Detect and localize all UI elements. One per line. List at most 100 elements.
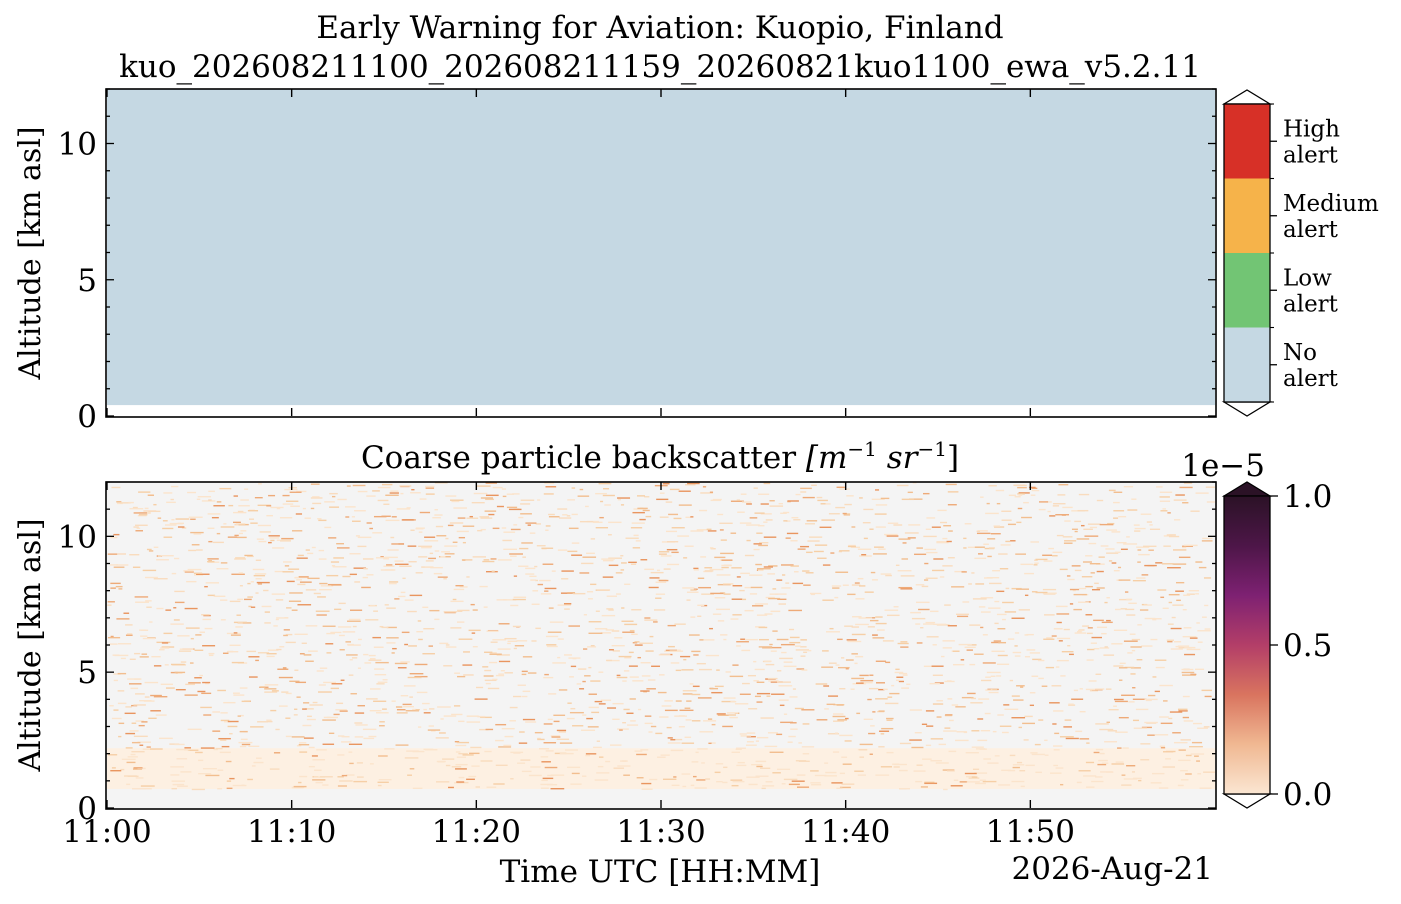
backscatter-cell xyxy=(871,579,878,581)
colorbar-extend-bottom xyxy=(1221,793,1273,809)
backscatter-cell xyxy=(1173,741,1188,744)
backscatter-cell xyxy=(442,758,455,760)
backscatter-cell xyxy=(483,606,488,608)
backscatter-cell xyxy=(894,763,907,766)
backscatter-cell xyxy=(294,669,299,671)
backscatter-cell xyxy=(329,506,340,508)
backscatter-cell xyxy=(936,541,949,544)
backscatter-cell xyxy=(1191,741,1203,744)
backscatter-cell xyxy=(714,597,726,599)
backscatter-cell xyxy=(518,565,529,567)
backscatter-cell xyxy=(567,499,576,501)
backscatter-cell xyxy=(806,520,818,522)
backscatter-cell xyxy=(260,686,266,688)
backscatter-cell xyxy=(258,540,267,543)
backscatter-cell xyxy=(968,583,972,585)
backscatter-cell xyxy=(445,646,457,648)
backscatter-cell xyxy=(311,546,316,549)
backscatter-cell xyxy=(377,784,382,787)
backscatter-cell xyxy=(410,492,421,494)
backscatter-cell xyxy=(1177,784,1184,787)
backscatter-cell xyxy=(1052,505,1060,507)
backscatter-cell xyxy=(1037,659,1045,662)
backscatter-cell xyxy=(926,517,936,519)
backscatter-cell xyxy=(1011,695,1020,697)
backscatter-cell xyxy=(291,786,305,789)
backscatter-cell xyxy=(502,495,507,498)
backscatter-cell xyxy=(847,545,856,548)
backscatter-cell xyxy=(165,687,175,689)
backscatter-cell xyxy=(697,697,712,699)
backscatter-cell xyxy=(999,725,1012,727)
backscatter-cell xyxy=(772,588,777,590)
backscatter-cell xyxy=(569,676,574,678)
backscatter-cell xyxy=(846,639,857,641)
backscatter-cell xyxy=(1197,641,1203,643)
backscatter-cell xyxy=(1206,501,1215,503)
backscatter-cell xyxy=(571,487,576,489)
backscatter-cell xyxy=(1061,650,1074,653)
backscatter-cell xyxy=(354,581,361,583)
backscatter-cell xyxy=(664,700,673,702)
backscatter-cell xyxy=(781,651,787,654)
backscatter-cell xyxy=(522,690,531,693)
backscatter-cell xyxy=(456,741,470,744)
backscatter-cell xyxy=(369,527,374,530)
backscatter-cell xyxy=(777,681,791,683)
backscatter-cell xyxy=(270,506,284,509)
backscatter-cell xyxy=(391,700,396,702)
backscatter-cell xyxy=(153,665,162,667)
backscatter-cell xyxy=(1111,763,1125,765)
backscatter-cell xyxy=(898,672,908,675)
backscatter-cell xyxy=(113,673,121,675)
backscatter-cell xyxy=(1016,521,1022,524)
backscatter-cell xyxy=(492,527,500,530)
backscatter-cell xyxy=(118,588,123,590)
backscatter-cell xyxy=(929,682,940,685)
backscatter-cell xyxy=(1096,499,1104,502)
backscatter-cell xyxy=(795,760,807,762)
backscatter-cell xyxy=(636,777,644,779)
backscatter-cell xyxy=(118,643,132,645)
x-tick-label: 11:50 xyxy=(986,814,1075,850)
backscatter-cell xyxy=(369,657,376,660)
backscatter-cell xyxy=(719,522,733,524)
backscatter-cell xyxy=(1022,722,1035,725)
backscatter-cell xyxy=(568,625,580,627)
backscatter-cell xyxy=(677,535,690,537)
backscatter-cell xyxy=(898,680,904,683)
backscatter-cell xyxy=(685,484,696,486)
backscatter-cell xyxy=(1131,649,1136,652)
backscatter-cell xyxy=(1169,711,1183,713)
backscatter-cell xyxy=(326,716,338,719)
backscatter-cell xyxy=(936,700,943,702)
backscatter-cell xyxy=(417,620,422,622)
backscatter-cell xyxy=(469,752,480,755)
backscatter-cell xyxy=(259,531,271,533)
backscatter-cell xyxy=(1068,703,1074,705)
backscatter-cell xyxy=(1162,607,1169,609)
backscatter-cell xyxy=(1030,752,1038,754)
backscatter-cell xyxy=(501,527,507,529)
backscatter-cell xyxy=(110,635,114,638)
backscatter-cell xyxy=(998,784,1011,786)
backscatter-cell xyxy=(642,509,650,512)
backscatter-cell xyxy=(644,619,658,621)
backscatter-cell xyxy=(363,737,375,740)
backscatter-cell xyxy=(507,640,518,642)
backscatter-cell xyxy=(1130,673,1136,675)
backscatter-cell xyxy=(495,723,507,726)
backscatter-cell xyxy=(434,509,438,511)
backscatter-cell xyxy=(1052,723,1057,725)
backscatter-cell xyxy=(926,551,938,554)
backscatter-cell xyxy=(139,744,144,746)
backscatter-cell xyxy=(508,508,522,511)
backscatter-cell xyxy=(793,519,801,521)
backscatter-cell xyxy=(1195,492,1209,494)
backscatter-cell xyxy=(880,766,892,768)
backscatter-cell xyxy=(1066,575,1071,577)
backscatter-cell xyxy=(595,610,600,612)
backscatter-cell xyxy=(1127,652,1133,654)
backscatter-cell xyxy=(352,484,366,487)
backscatter-cell xyxy=(1079,587,1087,590)
